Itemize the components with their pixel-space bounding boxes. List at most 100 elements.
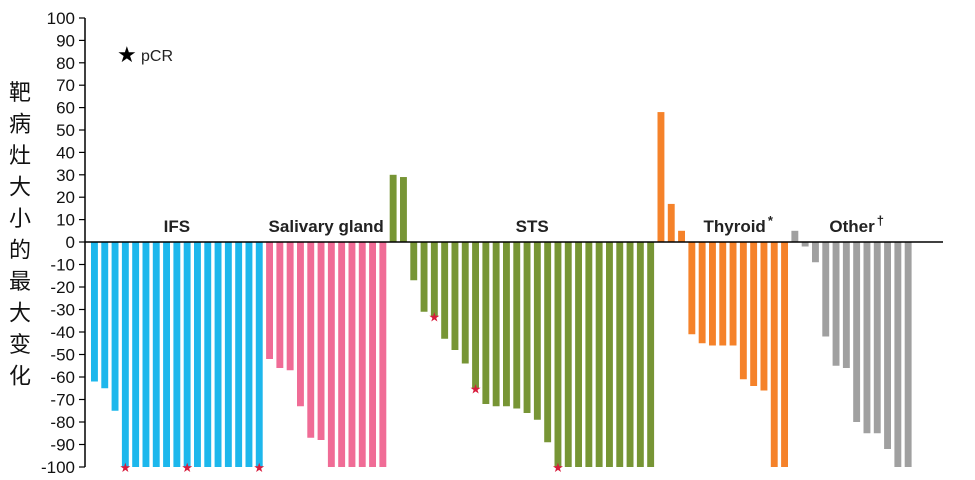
bar-ifs bbox=[224, 242, 232, 467]
bar-ifs bbox=[235, 242, 243, 467]
bar-salivary-gland bbox=[348, 242, 356, 467]
bar-sts bbox=[482, 242, 490, 404]
bar-sts bbox=[430, 242, 438, 317]
bar-other bbox=[853, 242, 861, 422]
bar-sts bbox=[626, 242, 634, 467]
y-axis-label-char: 化 bbox=[9, 365, 31, 390]
bar-salivary-gland bbox=[379, 242, 387, 467]
y-axis-label-char: 小 bbox=[9, 207, 31, 232]
group-labels: IFS Salivary gland STS Thyroid * Other † bbox=[164, 213, 884, 236]
bar-other bbox=[832, 242, 840, 366]
y-tick-label: -40 bbox=[50, 323, 75, 342]
bar-ifs bbox=[245, 242, 253, 467]
y-axis-label-char: 灶 bbox=[9, 144, 31, 169]
legend: ★ pCR bbox=[117, 43, 173, 68]
bar-ifs bbox=[173, 242, 181, 467]
bar-thyroid bbox=[729, 242, 737, 346]
y-axis-label-char: 最 bbox=[9, 270, 31, 295]
bar-thyroid bbox=[667, 203, 675, 242]
bar-salivary-gland bbox=[276, 242, 284, 368]
y-tick-label: -20 bbox=[50, 278, 75, 297]
y-axis-label-char: 靶 bbox=[9, 81, 31, 106]
pcr-star-icon: ★ bbox=[181, 461, 193, 476]
group-label-ifs: IFS bbox=[164, 217, 190, 236]
bar-thyroid bbox=[760, 242, 768, 391]
y-tick-label: -100 bbox=[41, 458, 75, 477]
bar-thyroid bbox=[709, 242, 716, 346]
bar-sts bbox=[575, 242, 582, 467]
bar-thyroid bbox=[750, 242, 758, 386]
y-axis-label-char: 的 bbox=[9, 239, 31, 264]
bar-other bbox=[822, 242, 830, 337]
bar-thyroid bbox=[678, 230, 685, 242]
bar-sts bbox=[420, 242, 428, 312]
bar-ifs bbox=[91, 242, 98, 382]
bar-salivary-gland bbox=[369, 242, 376, 467]
bar-salivary-gland bbox=[358, 242, 366, 467]
bar-sts bbox=[636, 242, 644, 467]
pcr-star-icon: ★ bbox=[253, 461, 265, 476]
bar-sts bbox=[585, 242, 593, 467]
bar-thyroid bbox=[657, 112, 665, 242]
bar-sts bbox=[492, 242, 500, 407]
y-tick-label: 0 bbox=[66, 233, 75, 252]
bar-sts bbox=[503, 242, 510, 407]
bar-sts bbox=[513, 242, 521, 409]
y-tick-label: -90 bbox=[50, 436, 75, 455]
bar-sts bbox=[647, 242, 655, 467]
y-tick-label: -80 bbox=[50, 413, 75, 432]
y-tick-label: 60 bbox=[56, 99, 75, 118]
bar-thyroid bbox=[698, 242, 706, 344]
pcr-star-icon: ★ bbox=[120, 461, 132, 476]
bar-ifs bbox=[101, 242, 109, 389]
y-tick-label: -70 bbox=[50, 391, 75, 410]
bar-ifs bbox=[194, 242, 201, 467]
group-label-sts: STS bbox=[516, 217, 549, 236]
bar-thyroid bbox=[688, 242, 696, 335]
y-tick-label: -30 bbox=[50, 301, 75, 320]
bar-salivary-gland bbox=[307, 242, 315, 438]
bar-thyroid bbox=[770, 242, 778, 467]
pcr-star-icon: ★ bbox=[552, 461, 564, 476]
bar-sts bbox=[451, 242, 459, 350]
y-axis-label-char: 大 bbox=[9, 176, 31, 201]
bar-salivary-gland bbox=[327, 242, 335, 467]
bar-other bbox=[791, 230, 799, 242]
bar-other bbox=[812, 242, 819, 263]
bar-ifs bbox=[111, 242, 119, 411]
y-tick-label: -50 bbox=[50, 346, 75, 365]
bar-sts bbox=[564, 242, 572, 467]
bar-other bbox=[863, 242, 871, 434]
y-tick-label: -10 bbox=[50, 256, 75, 275]
group-label-other: Other † bbox=[829, 213, 884, 236]
bar-sts bbox=[472, 242, 479, 389]
bar-sts bbox=[400, 177, 407, 242]
y-tick-label: 80 bbox=[56, 54, 75, 73]
bar-sts bbox=[544, 242, 552, 443]
y-tick-label: 40 bbox=[56, 143, 75, 162]
bar-other bbox=[894, 242, 902, 467]
bar-ifs bbox=[183, 242, 191, 467]
bar-other bbox=[801, 242, 809, 247]
bar-thyroid bbox=[781, 242, 788, 467]
bar-other bbox=[904, 242, 912, 467]
bar-other bbox=[873, 242, 881, 434]
bars bbox=[91, 112, 912, 467]
bar-sts bbox=[410, 242, 418, 281]
y-tick-label: 30 bbox=[56, 166, 75, 185]
bar-ifs bbox=[152, 242, 160, 467]
bar-ifs bbox=[163, 242, 170, 467]
bar-salivary-gland bbox=[266, 242, 273, 359]
bar-ifs bbox=[132, 242, 140, 467]
bar-ifs bbox=[255, 242, 263, 467]
legend-pcr-star-icon: ★ bbox=[117, 43, 137, 68]
group-label-salivary-gland: Salivary gland bbox=[269, 217, 384, 236]
pcr-markers: ★ ★ ★ ★ ★ ★ bbox=[120, 310, 564, 476]
bar-ifs bbox=[204, 242, 212, 467]
legend-pcr-label: pCR bbox=[141, 48, 173, 65]
bar-ifs bbox=[214, 242, 222, 467]
bar-salivary-gland bbox=[297, 242, 304, 407]
pcr-star-icon: ★ bbox=[429, 310, 441, 325]
